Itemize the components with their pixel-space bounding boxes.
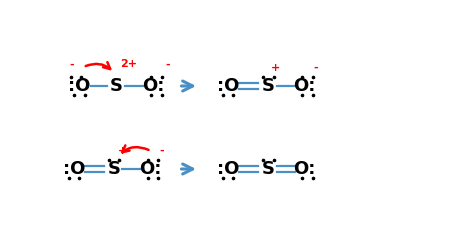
Text: S: S	[262, 77, 275, 95]
Text: S: S	[109, 77, 123, 95]
Text: -: -	[313, 63, 318, 73]
Text: S: S	[262, 160, 275, 178]
Text: :O: :O	[217, 77, 239, 95]
Text: -: -	[160, 146, 164, 156]
Text: O:: O:	[293, 160, 316, 178]
Text: :O: :O	[217, 160, 239, 178]
Text: :O: :O	[68, 77, 91, 95]
Text: +: +	[118, 146, 127, 156]
Text: O:: O:	[139, 160, 162, 178]
Text: O:: O:	[142, 77, 164, 95]
Text: -: -	[69, 59, 73, 69]
Text: S: S	[108, 160, 121, 178]
Text: 2+: 2+	[120, 59, 137, 69]
Text: +: +	[271, 63, 281, 73]
Text: :O: :O	[63, 160, 85, 178]
Text: O:: O:	[293, 77, 316, 95]
Text: -: -	[165, 59, 170, 69]
